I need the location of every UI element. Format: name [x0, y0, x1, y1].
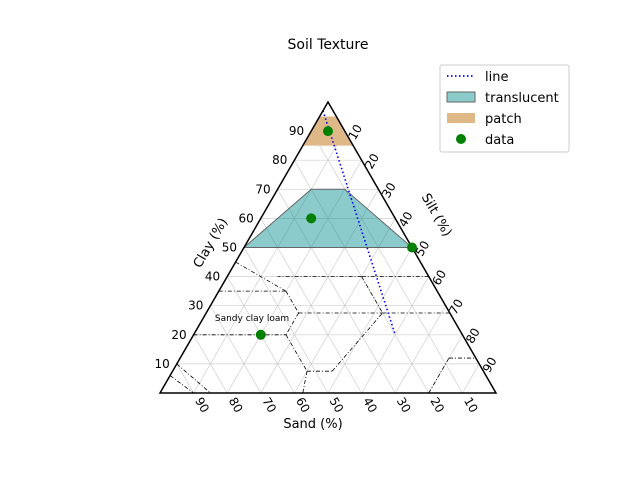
silt-tick-label: 30: [379, 180, 399, 200]
sand-axis-title: Sand (%): [283, 417, 342, 432]
legend-label: translucent: [485, 91, 559, 106]
legend-marker-swatch: [456, 134, 466, 144]
texture-boundary-line: [361, 276, 383, 314]
legend: line translucent patch data: [439, 64, 570, 153]
sand-grid-line: [310, 130, 463, 394]
sand-tick-label: 20: [427, 395, 447, 415]
silt-tick-label: 90: [480, 355, 500, 375]
silt-tick-label: 10: [345, 122, 365, 142]
texture-boundary-line: [331, 312, 383, 372]
legend-box: [439, 64, 570, 153]
silt-tick-label: 40: [396, 209, 416, 229]
series-lines: [322, 110, 396, 336]
silt-grid-line: [260, 189, 379, 394]
clay-tick-label: 50: [222, 241, 237, 255]
sand-grid-line: [210, 305, 262, 394]
legend-label: line: [485, 70, 508, 85]
texture-boundary-line: [235, 261, 287, 292]
silt-grid-line: [462, 363, 480, 394]
sand-grid-line: [277, 189, 396, 394]
sand-grid-line: [176, 363, 194, 394]
clay-tick-label: 10: [155, 357, 170, 371]
data-point: [407, 242, 417, 253]
clay-tick-label: 90: [289, 124, 304, 138]
silt-tick-label: 50: [413, 238, 433, 258]
chart-title: Soil Texture: [288, 37, 369, 53]
sand-grid-line: [193, 334, 228, 394]
line-series-line: [322, 110, 396, 336]
silt-grid-line: [394, 305, 446, 394]
silt-tick-label: 60: [429, 267, 449, 287]
sand-tick-label: 90: [192, 395, 212, 415]
texture-boundary-line: [302, 371, 308, 394]
texture-boundary-line: [285, 290, 299, 314]
texture-boundary-line: [428, 357, 450, 394]
data-points: [255, 126, 417, 340]
texture-boundary-line: [285, 312, 299, 335]
silt-tick-label: 70: [446, 297, 466, 317]
sand-tick-label: 60: [293, 395, 313, 415]
silt-tick-label: 80: [463, 326, 483, 346]
clay-tick-label: 70: [255, 182, 270, 196]
data-point: [255, 329, 266, 340]
silt-grid-line: [361, 276, 430, 394]
sand-tick-label: 80: [226, 395, 246, 415]
clay-tick-label: 80: [272, 153, 287, 167]
clay-tick-label: 60: [239, 211, 254, 225]
clay-tick-label: 40: [205, 270, 220, 284]
texture-boundaries: [169, 261, 476, 394]
legend-label: data: [485, 133, 514, 148]
sand-tick-label: 30: [394, 395, 414, 415]
legend-label: patch: [485, 112, 522, 127]
tick-labels: 10 20 30 40 50 60 70 80 90 10 20 30 40 50 60 70 80 90 10 20…: [155, 122, 500, 415]
clay-tick-label: 20: [171, 328, 186, 342]
legend-patch-swatch: [446, 91, 476, 103]
texture-boundary-line: [285, 334, 308, 372]
sand-grid-line: [243, 247, 329, 394]
data-point: [306, 213, 317, 224]
clay-tick-label: 30: [188, 299, 203, 313]
silt-tick-label: 20: [362, 151, 382, 171]
texture-boundary-line: [169, 375, 194, 394]
data-point: [323, 126, 333, 137]
texture-boundary-line: [176, 363, 211, 394]
sand-tick-label: 70: [259, 395, 279, 415]
legend-patch-swatch: [447, 113, 475, 123]
silt-grid-line: [327, 247, 413, 394]
sand-tick-label: 10: [461, 395, 481, 415]
sand-tick-label: 40: [360, 395, 380, 415]
sand-tick-label: 50: [327, 395, 347, 415]
region-label: Sandy clay loam: [215, 314, 289, 324]
silt-grid-line: [193, 130, 346, 394]
